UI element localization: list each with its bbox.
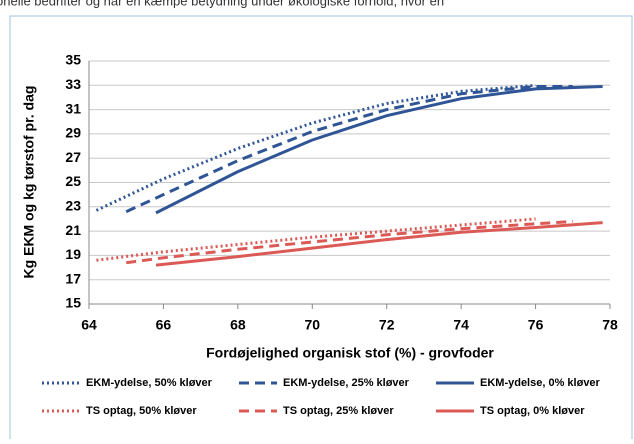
x-tick-label: 64 — [81, 317, 97, 333]
y-tick-label: 23 — [65, 198, 81, 214]
x-tick-label: 74 — [453, 317, 469, 333]
y-tick-label: 35 — [65, 52, 81, 68]
legend-label: EKM-ydelse, 0% kløver — [480, 377, 601, 389]
x-tick-label: 72 — [379, 317, 395, 333]
y-axis-label: Kg EKM og kg tørstof pr. dag — [21, 86, 37, 279]
legend-label: EKM-ydelse, 25% kløver — [283, 377, 410, 389]
series-line — [96, 217, 536, 262]
y-tick-label: 15 — [65, 295, 81, 311]
y-tick-label: 21 — [65, 222, 81, 238]
legend-label: TS optag, 50% kløver — [86, 405, 197, 417]
page-text: onelle bedrifter og har en kæmpe betydni… — [0, 0, 444, 8]
y-tick-label: 27 — [65, 149, 81, 165]
x-tick-label: 66 — [156, 317, 172, 333]
y-tick-label: 33 — [65, 76, 81, 92]
x-axis-label: Fordøjelighed organisk stof (%) - grovfo… — [206, 345, 494, 361]
series-line — [95, 83, 536, 212]
x-tick-label: 78 — [602, 317, 618, 333]
y-tick-label: 17 — [65, 270, 81, 286]
series-line — [126, 219, 573, 265]
y-tick-label: 25 — [65, 173, 81, 189]
legend-label: TS optag, 25% kløver — [283, 405, 394, 417]
x-tick-label: 68 — [230, 317, 246, 333]
x-tick-label: 70 — [304, 317, 320, 333]
series-line — [125, 85, 573, 214]
legend-label: EKM-ydelse, 50% kløver — [86, 377, 213, 389]
y-tick-label: 19 — [65, 246, 81, 262]
y-tick-label: 31 — [65, 100, 81, 116]
legend-label: TS optag, 0% kløver — [480, 405, 585, 417]
series-line — [155, 85, 603, 215]
x-tick-label: 76 — [528, 317, 544, 333]
series-line — [155, 221, 603, 267]
y-tick-label: 29 — [65, 125, 81, 141]
